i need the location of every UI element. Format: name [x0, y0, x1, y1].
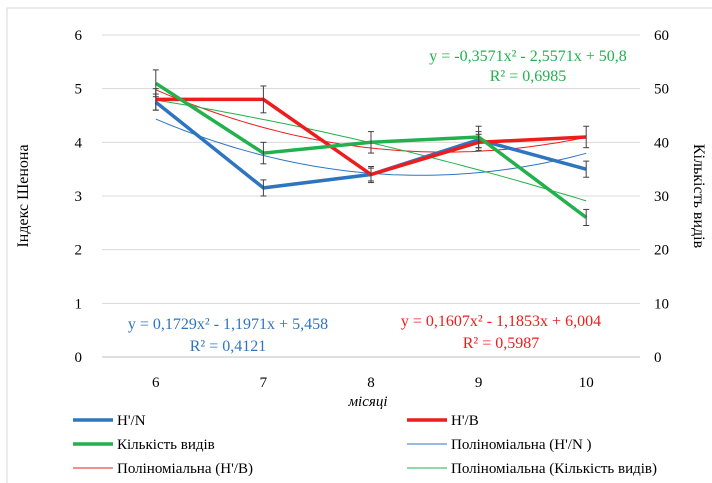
trend-equation-hb: y = 0,1607x² - 1,1853x + 6,004 [401, 313, 601, 330]
x-tick-8: 8 [367, 375, 375, 391]
y-tick-left-4: 4 [75, 135, 83, 151]
legend-label-hn: H'/N [117, 413, 146, 429]
legend-label-hb: H'/B [451, 413, 479, 429]
y-tick-left-0: 0 [75, 350, 83, 366]
y-tick-right-40: 40 [654, 135, 669, 151]
y-tick-left-3: 3 [75, 189, 83, 205]
legend-label-kilkist: Кількість видів [117, 437, 215, 453]
y-tick-right-20: 20 [654, 243, 669, 259]
y-tick-right-50: 50 [654, 82, 669, 98]
legend-label-trend-kilkist: Поліноміальна (Кількість видів) [451, 461, 657, 477]
x-tick-6: 6 [152, 375, 160, 391]
y-tick-left-2: 2 [75, 243, 83, 259]
y-axis-left-label: Індекс Шенона [15, 144, 32, 247]
trend-r2-kilkist: R² = 0,6985 [490, 68, 567, 85]
chart-border [7, 8, 712, 483]
y-tick-right-30: 30 [654, 189, 669, 205]
x-tick-10: 10 [579, 375, 594, 391]
legend-label-trend-hn: Поліноміальна (H'/N ) [451, 437, 592, 453]
x-tick-9: 9 [475, 375, 483, 391]
y-tick-left-6: 6 [75, 28, 83, 44]
y-tick-left-1: 1 [75, 296, 83, 312]
trend-equation-kilkist: y = -0,3571x² - 2,5571x + 50,8 [429, 48, 627, 65]
y-tick-left-5: 5 [75, 82, 83, 98]
trend-r2-hn: R² = 0,4121 [190, 338, 267, 355]
x-tick-7: 7 [260, 375, 268, 391]
x-axis-label: місяці [347, 394, 387, 410]
y-tick-right-0: 0 [654, 350, 662, 366]
y-tick-right-60: 60 [654, 28, 669, 44]
trend-r2-hb: R² = 0,5987 [463, 335, 540, 352]
legend-label-trend-hb: Поліноміальна (H'/B) [117, 461, 253, 477]
y-tick-right-10: 10 [654, 296, 669, 312]
y-axis-right-label: Кількість видів [690, 144, 707, 249]
trend-equation-hn: y = 0,1729x² - 1,1971x + 5,458 [128, 316, 328, 333]
